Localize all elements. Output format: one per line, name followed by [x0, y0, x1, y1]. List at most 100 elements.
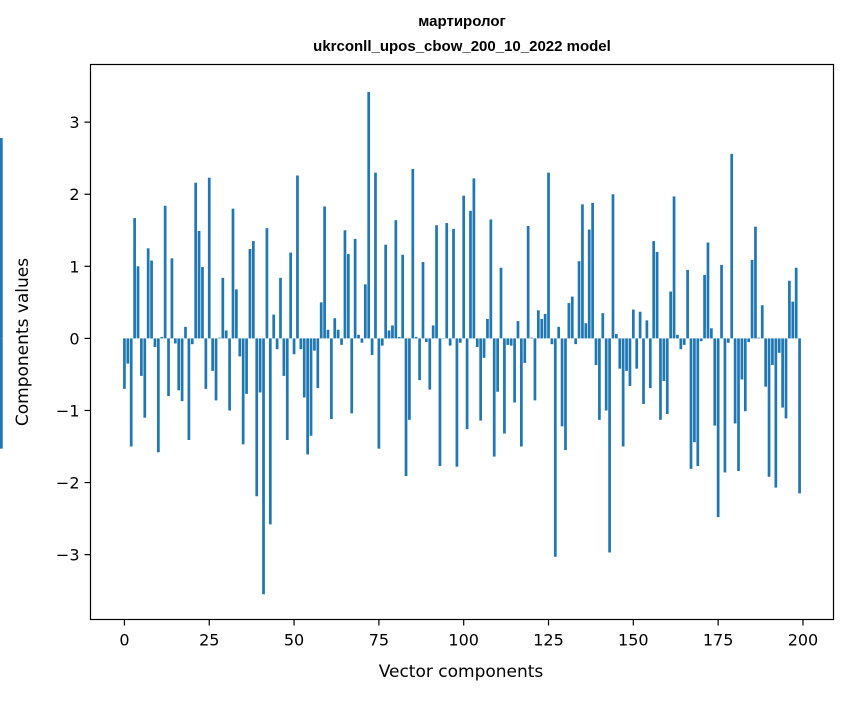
bar-component-85: [411, 169, 414, 338]
bar-component-117: [520, 338, 523, 446]
bar-component-4: [137, 266, 140, 338]
bar-component-58: [320, 302, 323, 338]
bar-component-76: [381, 338, 384, 345]
y-tick-label: −2: [56, 474, 80, 493]
bar-component-10: [157, 338, 160, 452]
bar-component-159: [663, 338, 666, 381]
bar-component-32: [232, 209, 235, 339]
bar-component-52: [299, 338, 302, 349]
bar-component-139: [595, 338, 598, 365]
bar-component-116: [517, 321, 520, 338]
x-tick-label: 25: [199, 631, 219, 650]
bar-component-87: [418, 338, 421, 380]
bar-component-53: [303, 338, 306, 397]
bar-component-51: [296, 176, 299, 339]
bar-component-114: [510, 338, 513, 345]
y-axis-label: Components values: [13, 258, 33, 426]
bar-component-101: [466, 338, 469, 429]
bar-component-156: [652, 241, 655, 338]
bar-component-40: [259, 338, 262, 392]
bar-component-129: [561, 338, 564, 426]
bar-component-133: [574, 338, 577, 344]
bar-component-45: [276, 338, 279, 349]
bar-component-19: [188, 338, 191, 440]
bar-component-138: [591, 203, 594, 339]
bar-component-7: [147, 248, 150, 338]
bar-component-67: [350, 338, 353, 413]
bar-component-181: [737, 338, 740, 471]
bar-component-103: [473, 178, 476, 338]
bar-component-162: [673, 196, 676, 338]
bar-component-166: [686, 270, 689, 338]
bar-component-184: [747, 338, 750, 342]
bar-component-179: [730, 154, 733, 339]
bar-component-5: [140, 338, 143, 375]
bar-component-155: [649, 338, 652, 388]
bar-component-107: [486, 319, 489, 338]
bar-component-113: [506, 338, 509, 344]
bar-component-65: [344, 230, 347, 338]
bar-component-148: [625, 338, 628, 370]
bar-component-186: [754, 227, 757, 339]
bar-component-71: [364, 284, 367, 338]
bar-component-44: [272, 315, 275, 339]
bar-component-73: [371, 338, 374, 355]
bar-component-80: [394, 220, 397, 338]
bar-component-182: [741, 338, 744, 379]
bar-component-6: [143, 338, 146, 417]
bar-component-149: [629, 338, 632, 386]
y-tick-label: 1: [69, 257, 79, 276]
bar-component-119: [527, 226, 530, 338]
bar-component-83: [405, 338, 408, 476]
y-tick-label: −3: [56, 546, 80, 565]
bar-component-8: [150, 261, 153, 339]
bar-component-56: [313, 338, 316, 350]
bar-component-28: [218, 338, 221, 339]
bar-component-172: [707, 243, 710, 339]
bar-component-43: [269, 338, 272, 524]
bar-component-undefined: [0, 138, 3, 338]
bar-component-54: [306, 338, 309, 454]
bar-component-131: [568, 303, 571, 338]
bar-component-127: [554, 338, 557, 556]
bar-component-90: [428, 338, 431, 389]
bar-component-undefined: [0, 338, 3, 448]
bar-component-26: [211, 338, 214, 370]
y-tick-label: 3: [69, 113, 79, 132]
bar-component-9: [154, 338, 157, 347]
bar-component-88: [422, 262, 425, 338]
bar-component-13: [167, 338, 170, 396]
bar-component-89: [425, 338, 428, 342]
bar-component-79: [391, 325, 394, 338]
bar-component-96: [449, 338, 452, 345]
bar-component-118: [523, 338, 526, 363]
bar-component-191: [771, 338, 774, 365]
x-tick-label: 125: [533, 631, 564, 650]
bar-component-176: [720, 265, 723, 339]
bar-component-168: [693, 338, 696, 442]
bar-component-189: [764, 338, 767, 386]
bar-component-105: [479, 338, 482, 420]
bar-component-93: [439, 338, 442, 466]
y-tick-label: 0: [69, 329, 79, 348]
bar-component-0: [123, 338, 126, 388]
bar-component-170: [700, 338, 703, 341]
bar-component-42: [266, 228, 269, 338]
bar-component-75: [378, 338, 381, 448]
bar-component-24: [204, 338, 207, 388]
bar-component-110: [496, 338, 499, 391]
bar-component-50: [293, 338, 296, 354]
bar-component-115: [513, 338, 516, 402]
bar-component-124: [544, 314, 547, 339]
bar-component-195: [785, 338, 788, 418]
bar-component-169: [696, 338, 699, 466]
bar-component-178: [727, 338, 730, 342]
bar-component-158: [659, 338, 662, 419]
bar-component-1: [126, 338, 129, 363]
bar-component-102: [469, 211, 472, 339]
bar-component-72: [367, 92, 370, 339]
bar-component-57: [316, 338, 319, 388]
bar-component-30: [225, 330, 228, 338]
bar-component-197: [791, 302, 794, 339]
